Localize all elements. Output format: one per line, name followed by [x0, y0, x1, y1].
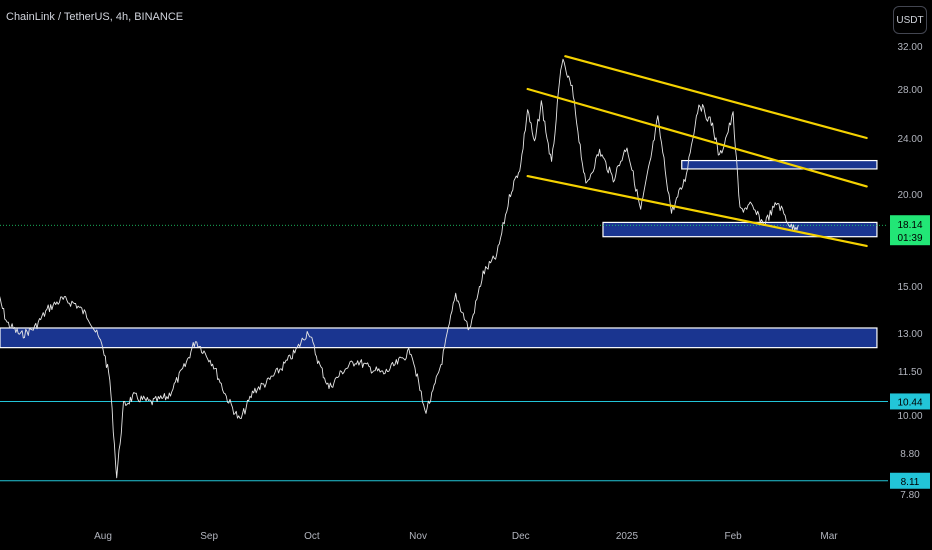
x-tick-label: Sep: [200, 531, 218, 542]
time-axis[interactable]: Aug Sep Oct Nov Dec 2025 Feb Mar: [94, 531, 838, 542]
support-10-44-tag: [890, 393, 930, 410]
x-tick-label: Oct: [304, 531, 320, 542]
lower-channel-line: [526, 175, 868, 248]
y-tick-label: 15.00: [897, 282, 922, 293]
x-tick-label: Aug: [94, 531, 112, 542]
current-price-tag: [890, 215, 930, 246]
y-tick-label: 24.00: [897, 134, 922, 145]
zone-13: [0, 327, 878, 349]
y-tick-label: 7.80: [900, 490, 920, 501]
current-price-value: 18.14: [897, 220, 922, 231]
y-tick-label: 8.80: [900, 449, 920, 460]
chart-series: [0, 58, 799, 479]
y-tick-label: 20.00: [897, 190, 922, 201]
support-8-11-tag: [890, 472, 930, 489]
zone-18: [602, 221, 878, 238]
support-10-44-tag-label: 10.44: [897, 397, 922, 408]
chart-levels: [0, 224, 888, 482]
y-tick-label: 28.00: [897, 85, 922, 96]
price-tags: 10.44 8.11 18.14 01:39: [890, 215, 930, 489]
middle-channel-line: [526, 87, 868, 188]
chart-zones: [0, 159, 878, 349]
price-axis[interactable]: 32.00 28.00 24.00 20.00 15.00 13.00 11.50 10.00…: [897, 42, 922, 501]
price-line: [0, 58, 799, 479]
y-tick-label: 32.00: [897, 42, 922, 53]
chart-channel-lines: [526, 55, 868, 248]
y-tick-label: 13.00: [897, 329, 922, 340]
support-8-11-tag-label: 8.11: [901, 477, 920, 488]
x-tick-label: Mar: [820, 531, 838, 542]
y-tick-label: 11.50: [898, 367, 923, 378]
x-tick-label: Nov: [409, 531, 427, 542]
x-tick-label: Dec: [512, 531, 530, 542]
upper-channel-line: [564, 55, 868, 140]
symbol-title: ChainLink / TetherUS, 4h, BINANCE: [6, 11, 184, 23]
y-tick-label: 10.00: [897, 411, 922, 422]
current-price-countdown: 01:39: [897, 233, 922, 244]
x-tick-label: 2025: [616, 531, 639, 542]
x-tick-label: Feb: [724, 531, 742, 542]
currency-button[interactable]: USDT: [893, 6, 927, 34]
